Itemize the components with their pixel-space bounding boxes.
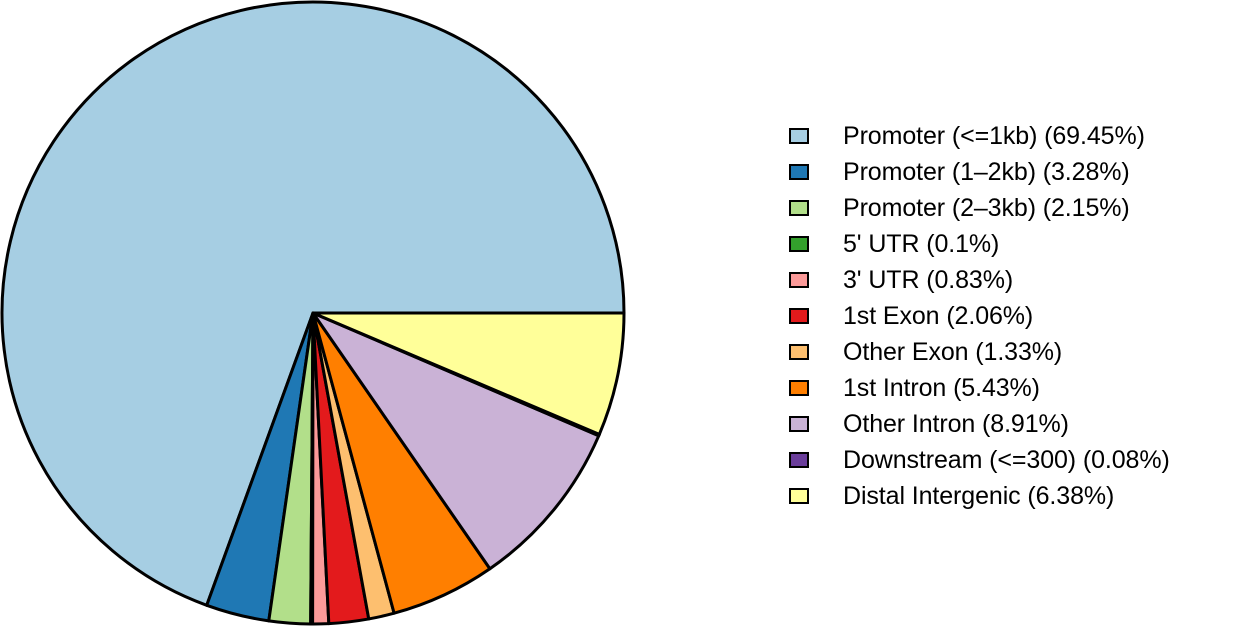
legend-item-label: Other Intron (8.91%) — [843, 409, 1069, 438]
legend-swatch-icon — [789, 452, 809, 468]
legend-item-label: Promoter (<=1kb) (69.45%) — [843, 121, 1145, 150]
legend-swatch-icon — [789, 416, 809, 432]
legend-swatch-icon — [789, 272, 809, 288]
legend-swatch-icon — [789, 380, 809, 396]
pie-slice[interactable] — [311, 311, 626, 436]
legend-item[interactable]: Downstream (<=300) (0.08%) — [789, 442, 1243, 478]
pie-chart-plot-area — [0, 0, 626, 626]
legend-swatch-icon — [789, 308, 809, 324]
legend-swatch-icon — [789, 488, 809, 504]
legend-item[interactable]: 1st Exon (2.06%) — [789, 298, 1243, 334]
pie-slice[interactable] — [0, 0, 626, 607]
legend-item-label: 1st Exon (2.06%) — [843, 301, 1034, 330]
legend-item[interactable]: Other Exon (1.33%) — [789, 334, 1243, 370]
legend-item[interactable]: 1st Intron (5.43%) — [789, 370, 1243, 406]
legend-item[interactable]: Promoter (<=1kb) (69.45%) — [789, 118, 1243, 154]
pie-chart-svg — [0, 0, 626, 626]
legend-item-label: 1st Intron (5.43%) — [843, 373, 1040, 402]
legend-item-label: Other Exon (1.33%) — [843, 337, 1063, 366]
legend-item-label: Downstream (<=300) (0.08%) — [843, 445, 1170, 474]
legend-item-label: 3' UTR (0.83%) — [843, 265, 1014, 294]
legend-item-label: Promoter (1–2kb) (3.28%) — [843, 157, 1130, 186]
legend-swatch-icon — [789, 164, 809, 180]
pie-slice-group — [0, 0, 626, 626]
legend-item[interactable]: Promoter (2–3kb) (2.15%) — [789, 190, 1243, 226]
legend-item[interactable]: Distal Intergenic (6.38%) — [789, 478, 1243, 514]
legend-item[interactable]: 3' UTR (0.83%) — [789, 262, 1243, 298]
legend-item-label: 5' UTR (0.1%) — [843, 229, 1000, 258]
legend-swatch-icon — [789, 128, 809, 144]
legend-item-label: Distal Intergenic (6.38%) — [843, 481, 1115, 510]
legend-swatch-icon — [789, 200, 809, 216]
legend-item[interactable]: 5' UTR (0.1%) — [789, 226, 1243, 262]
legend-item[interactable]: Other Intron (8.91%) — [789, 406, 1243, 442]
legend-item-label: Promoter (2–3kb) (2.15%) — [843, 193, 1130, 222]
legend-swatch-icon — [789, 236, 809, 252]
legend-item[interactable]: Promoter (1–2kb) (3.28%) — [789, 154, 1243, 190]
pie-slice[interactable] — [311, 311, 601, 571]
chart-legend: Promoter (<=1kb) (69.45%) Promoter (1–2k… — [789, 118, 1243, 514]
legend-swatch-icon — [789, 344, 809, 360]
